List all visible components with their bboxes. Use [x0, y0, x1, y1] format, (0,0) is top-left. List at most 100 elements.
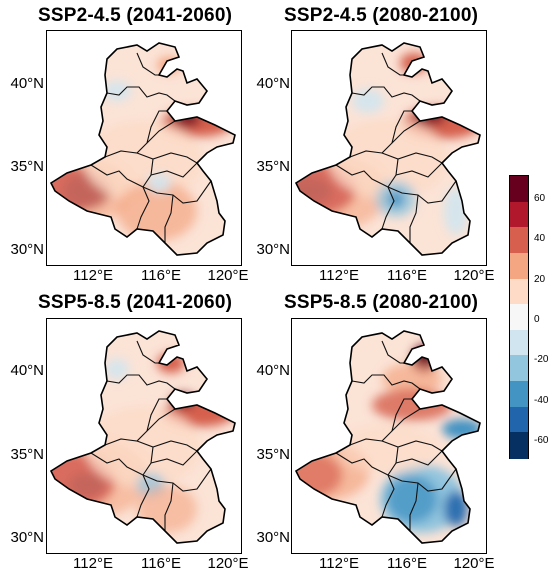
colorbar-tick-label: -60: [534, 435, 549, 446]
x-tick-label: 116°E: [387, 267, 427, 284]
province-boundary: [136, 52, 159, 76]
province-boundary: [387, 180, 457, 204]
map-frame: [46, 318, 242, 554]
panel-title: SSP2-4.5 (2041-2060): [38, 5, 233, 26]
province-boundary: [409, 482, 419, 531]
colorbar-band: [510, 432, 528, 460]
province-boundary: [164, 194, 174, 243]
x-tick-label: 120°E: [207, 267, 249, 284]
y-tick-label: 30°N: [10, 529, 44, 546]
colorbar-band: [510, 355, 528, 383]
contour-blob: [442, 419, 480, 439]
province-boundary: [381, 440, 443, 452]
colorbar-band: [510, 227, 528, 255]
contour-blob: [147, 173, 171, 193]
x-tick-label: 112°E: [319, 267, 359, 284]
province-boundary: [136, 446, 154, 518]
contour-blob: [103, 81, 131, 101]
y-tick-label: 40°N: [10, 362, 44, 379]
colorbar-band: [510, 381, 528, 409]
colorbar: [509, 175, 529, 460]
province-boundary: [391, 120, 421, 144]
province-boundary: [335, 164, 389, 188]
map-frame: [291, 318, 487, 554]
province-boundary: [351, 86, 421, 102]
y-tick-label: 35°N: [10, 158, 44, 175]
colorbar-band: [510, 278, 528, 306]
contour-blob: [117, 181, 197, 241]
colorbar-band: [510, 406, 528, 434]
province-boundary: [409, 194, 419, 243]
province-boundary: [381, 446, 399, 518]
province-boundary: [395, 162, 443, 178]
colorbar-band: [510, 176, 528, 204]
region-outline: [49, 330, 236, 544]
map-svg: [49, 330, 236, 544]
province-boundary: [136, 340, 159, 364]
contour-blob: [328, 119, 448, 199]
province-boundary: [387, 468, 457, 492]
x-tick-label: 112°E: [73, 555, 113, 572]
province-boundary: [391, 408, 421, 432]
x-tick-label: 120°E: [453, 555, 495, 572]
contour-blob: [352, 89, 384, 113]
region-outline: [49, 42, 236, 256]
province-boundary: [146, 120, 176, 144]
x-tick-label: 112°E: [73, 267, 113, 284]
x-tick-label: 120°E: [207, 555, 249, 572]
map-frame: [46, 30, 242, 266]
province-boundary: [381, 152, 443, 164]
panel-title: SSP5-8.5 (2080-2100): [284, 292, 479, 313]
colorbar-tick-label: 60: [534, 193, 546, 204]
colorbar-band: [510, 201, 528, 229]
colorbar-tick-label: 0: [534, 314, 540, 325]
x-tick-label: 120°E: [453, 267, 495, 284]
province-boundary: [136, 152, 198, 164]
contour-blob: [382, 363, 442, 395]
province-boundary: [351, 374, 421, 390]
contour-blob: [83, 121, 203, 201]
x-tick-label: 112°E: [319, 555, 359, 572]
province-boundary: [90, 452, 144, 476]
y-tick-label: 30°N: [256, 241, 290, 258]
colorbar-tick-label: -40: [534, 395, 549, 406]
province-boundary: [335, 452, 389, 476]
province-boundary: [164, 482, 174, 531]
colorbar-band: [510, 252, 528, 280]
y-tick-label: 30°N: [10, 241, 44, 258]
panel-title: SSP5-8.5 (2041-2060): [38, 292, 233, 313]
y-tick-label: 40°N: [256, 362, 290, 379]
map-frame: [291, 30, 487, 266]
province-boundary: [150, 162, 198, 178]
region-outline: [294, 42, 481, 256]
contour-blob: [386, 475, 438, 523]
province-boundary: [150, 450, 198, 466]
region-outline: [294, 330, 481, 544]
province-boundary: [381, 158, 399, 230]
province-boundary: [90, 164, 144, 188]
province-boundary: [142, 180, 212, 204]
province-boundary: [136, 158, 154, 230]
colorbar-tick-label: -20: [534, 354, 549, 365]
province-boundary: [146, 408, 176, 432]
map-svg: [49, 42, 236, 256]
province-boundary: [395, 450, 443, 466]
panel-title: SSP2-4.5 (2080-2100): [284, 5, 479, 26]
province-boundary: [381, 340, 404, 364]
colorbar-tick-label: 20: [534, 274, 546, 285]
province-boundary: [136, 440, 198, 452]
x-tick-label: 116°E: [141, 555, 181, 572]
contour-blob: [338, 423, 438, 475]
y-tick-label: 35°N: [256, 446, 290, 463]
province-boundary: [106, 374, 176, 390]
colorbar-tick-label: 40: [534, 233, 546, 244]
province-boundary: [381, 52, 404, 76]
y-tick-label: 30°N: [256, 529, 290, 546]
x-tick-label: 116°E: [141, 267, 181, 284]
contour-blob: [85, 407, 201, 487]
map-svg: [294, 330, 481, 544]
contour-blob: [444, 491, 468, 527]
y-tick-label: 40°N: [256, 75, 290, 92]
y-tick-label: 35°N: [256, 158, 290, 175]
colorbar-band: [510, 304, 528, 332]
